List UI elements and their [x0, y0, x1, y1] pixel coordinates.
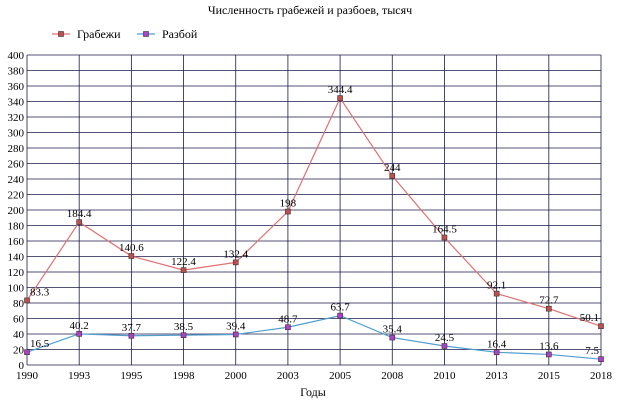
data-label: 39.4: [226, 320, 246, 332]
data-point: [441, 234, 448, 241]
data-point: [128, 253, 135, 259]
data-point: [180, 332, 187, 338]
data-label: 37.7: [122, 322, 142, 334]
data-point: [598, 356, 604, 362]
x-tick-label: 1995: [120, 370, 143, 382]
data-label: 63.7: [330, 302, 350, 314]
x-tick-label: 1990: [16, 370, 39, 382]
data-label: 50.1: [580, 312, 599, 324]
data-label: 48.7: [278, 313, 298, 325]
y-tick-label: 60: [13, 314, 25, 326]
data-point: [24, 349, 30, 356]
y-tick-label: 200: [8, 205, 25, 217]
x-tick-label: 2015: [538, 370, 561, 382]
y-tick-label: 20: [13, 345, 25, 357]
data-label: 40.2: [70, 320, 89, 332]
legend-label: Разбой: [162, 27, 198, 41]
chart-title: Численность грабежей и разбоев, тысяч: [208, 3, 412, 17]
data-point: [285, 208, 291, 215]
data-point: [24, 297, 30, 304]
data-label: 122.4: [171, 256, 196, 268]
data-label: 184.4: [67, 208, 92, 220]
x-tick-label: 2005: [329, 370, 352, 382]
x-axis-title: Годы: [300, 385, 326, 399]
y-tick-label: 400: [8, 50, 25, 62]
series-layer: [24, 95, 604, 362]
y-tick-label: 380: [8, 66, 25, 78]
data-label: 24.5: [435, 332, 455, 344]
legend-item-2: Разбой: [137, 27, 198, 41]
data-label: 244: [384, 162, 401, 174]
y-tick-label: 160: [8, 236, 25, 248]
data-label: 198: [280, 198, 297, 210]
y-tick-label: 280: [8, 143, 25, 155]
data-label: 16.4: [487, 338, 507, 350]
y-tick-label: 100: [8, 283, 25, 295]
data-point: [232, 259, 239, 266]
data-point: [180, 267, 187, 273]
data-label: 92.1: [487, 280, 506, 292]
data-label: 344.4: [328, 84, 353, 96]
data-label: 83.3: [30, 286, 50, 298]
x-tick-label: 2010: [433, 370, 456, 382]
data-point: [76, 219, 82, 225]
y-tick-label: 40: [13, 329, 25, 341]
data-point: [76, 331, 82, 337]
x-tick-label: 2013: [486, 370, 509, 382]
data-label: 132.4: [223, 248, 248, 260]
data-point: [285, 324, 291, 331]
data-point: [546, 305, 552, 312]
series-line-1: [26, 96, 602, 327]
legend: Грабежи Разбой: [52, 27, 198, 41]
data-point: [441, 343, 448, 349]
data-point: [389, 173, 396, 179]
x-tick-label: 2018: [590, 370, 613, 382]
data-point: [598, 323, 604, 329]
data-label: 140.6: [119, 242, 144, 254]
x-axis-ticks: 1990 1993 1995 1998 2000 2003 2005 2008 2010 2013…: [16, 370, 613, 382]
x-tick-label: 1998: [173, 370, 196, 382]
data-label: 35.4: [383, 324, 403, 336]
x-tick-label: 2000: [225, 370, 248, 382]
y-tick-label: 80: [13, 298, 25, 310]
x-tick-label: 2008: [381, 370, 404, 382]
data-label: 72.7: [539, 295, 559, 307]
y-tick-label: 240: [8, 174, 25, 186]
data-point: [546, 351, 552, 358]
y-tick-label: 0: [19, 360, 25, 372]
y-tick-label: 320: [8, 112, 25, 124]
data-point: [337, 312, 343, 319]
data-label: 13.6: [539, 340, 559, 352]
data-point: [232, 331, 239, 338]
y-tick-label: 360: [8, 81, 25, 93]
data-point: [128, 332, 135, 339]
series-line-2: [26, 315, 602, 360]
legend-label: Грабежи: [77, 27, 121, 41]
legend-marker: [143, 31, 149, 37]
y-tick-label: 300: [8, 128, 25, 140]
legend-item-1: Грабежи: [52, 27, 121, 41]
y-axis-ticks: 0 20 40 60 80 100 120 140 160 180 200 220 240 260 280 3…: [8, 50, 25, 372]
legend-marker: [58, 31, 64, 37]
y-tick-label: 180: [8, 221, 25, 233]
data-labels: 83.3 184.4 140.6 122.4 132.4 198 344.4 244 164.5…: [30, 84, 600, 357]
y-tick-label: 120: [8, 267, 25, 279]
data-point: [389, 334, 396, 341]
data-label: 7.5: [585, 345, 599, 357]
y-tick-label: 260: [8, 159, 25, 171]
grid: [26, 54, 602, 366]
y-tick-label: 220: [8, 190, 25, 202]
data-point: [493, 290, 500, 297]
data-point: [493, 349, 500, 356]
data-point: [337, 95, 343, 101]
data-label: 38.5: [174, 321, 194, 333]
data-label: 16.5: [30, 338, 50, 350]
y-tick-label: 340: [8, 97, 25, 109]
y-tick-label: 140: [8, 252, 25, 264]
x-tick-label: 1993: [68, 370, 91, 382]
data-label: 164.5: [432, 224, 457, 236]
x-tick-label: 2003: [277, 370, 300, 382]
